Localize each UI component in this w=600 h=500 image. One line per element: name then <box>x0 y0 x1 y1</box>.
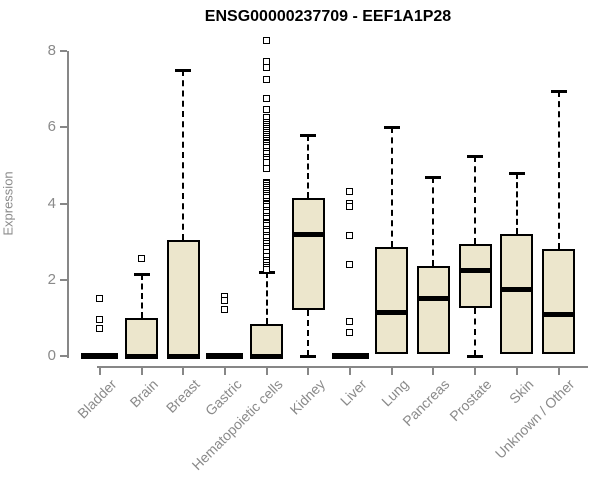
outlier-point <box>262 106 270 114</box>
outlier-point <box>262 94 270 102</box>
outlier-point <box>262 75 270 83</box>
upper-whisker-cap <box>383 126 400 130</box>
median-line <box>250 353 284 359</box>
outlier-point <box>95 315 103 323</box>
upper-whisker-cap <box>175 69 192 73</box>
upper-whisker-cap <box>425 175 442 179</box>
outlier-point <box>220 296 228 304</box>
outlier-point <box>346 188 353 196</box>
x-tick-label: Breast <box>162 376 203 416</box>
y-axis-tick <box>60 278 67 281</box>
x-axis-tick <box>265 368 268 375</box>
lower-whisker-cap <box>300 355 317 358</box>
boxplot-box <box>542 249 575 355</box>
x-axis-tick <box>223 368 226 375</box>
median-line <box>458 267 492 273</box>
upper-whisker <box>474 155 477 244</box>
upper-whisker <box>182 70 185 240</box>
x-tick-label: Liver <box>336 376 370 409</box>
boxplot-box <box>166 239 200 356</box>
median-line <box>166 353 200 359</box>
outlier-point <box>346 260 353 268</box>
boxplot-box <box>250 323 284 356</box>
x-axis-tick <box>98 368 101 375</box>
x-tick-label: Prostate <box>446 376 495 425</box>
upper-whisker-cap <box>467 154 484 158</box>
x-axis-tick <box>515 368 518 375</box>
x-axis-tick <box>140 368 143 375</box>
x-axis-tick <box>182 368 185 375</box>
median-line <box>542 311 575 317</box>
lower-whisker <box>474 308 477 356</box>
outlier-point <box>346 203 353 211</box>
upper-whisker <box>515 173 518 234</box>
lower-whisker-cap <box>467 355 484 358</box>
upper-whisker <box>390 127 393 248</box>
median-line <box>375 309 409 315</box>
outlier-point <box>137 254 145 262</box>
boxplot-box <box>416 266 450 355</box>
boxplot-box <box>500 234 534 355</box>
y-axis-tick <box>60 355 67 357</box>
chart-title: ENSG00000237709 - EEF1A1P28 <box>204 8 452 25</box>
boxplot-box <box>375 247 409 355</box>
boxplot-box <box>458 243 492 309</box>
upper-whisker <box>557 91 560 250</box>
upper-whisker-cap <box>508 172 525 175</box>
x-tick-label: Lung <box>377 376 412 410</box>
outlier-point <box>346 317 353 325</box>
x-tick-label: Kidney <box>286 376 328 418</box>
outlier-point <box>346 231 353 239</box>
outlier-point <box>262 266 270 274</box>
upper-whisker <box>265 272 268 324</box>
outlier-point <box>262 64 270 72</box>
x-axis-tick <box>307 368 310 375</box>
lower-whisker <box>307 310 310 356</box>
x-axis-tick <box>432 368 435 375</box>
upper-whisker-cap <box>133 273 150 277</box>
x-axis-tick <box>557 368 560 375</box>
boxplot-box <box>291 197 325 311</box>
x-axis-tick <box>390 368 393 375</box>
x-axis-tick <box>474 368 477 375</box>
median-line <box>416 296 450 302</box>
x-axis-line <box>97 366 588 368</box>
boxplot-collapsed-bar <box>81 353 119 359</box>
y-axis-line <box>67 51 69 358</box>
upper-whisker <box>307 134 310 198</box>
median-line <box>500 286 534 292</box>
y-axis-tick <box>60 202 67 205</box>
y-tick-label: 8 <box>47 42 56 59</box>
upper-whisker-cap <box>300 133 317 137</box>
y-axis-tick <box>60 50 67 52</box>
y-tick-label: 4 <box>47 194 56 212</box>
median-line <box>291 231 325 237</box>
boxplot-collapsed-bar <box>331 353 369 359</box>
upper-whisker <box>432 176 435 267</box>
outlier-point <box>95 294 103 302</box>
x-axis-tick <box>349 368 351 375</box>
y-axis-tick <box>60 126 67 129</box>
boxplot-collapsed-bar <box>206 353 244 359</box>
y-tick-label: 2 <box>47 270 56 288</box>
x-tick-label: Skin <box>505 376 537 407</box>
median-line <box>125 353 158 359</box>
outlier-point <box>220 306 228 314</box>
y-tick-label: 0 <box>47 347 56 364</box>
x-tick-label: Bladder <box>73 376 120 422</box>
y-tick-label: 6 <box>47 118 56 136</box>
outlier-point <box>346 329 353 337</box>
upper-whisker-cap <box>550 90 567 94</box>
y-axis-label: Expression <box>0 171 16 236</box>
x-tick-label: Brain <box>126 376 161 411</box>
outlier-point <box>262 37 270 45</box>
outlier-point <box>262 165 270 173</box>
outlier-point <box>95 325 103 333</box>
upper-whisker <box>140 274 143 318</box>
boxplot-box <box>125 317 158 356</box>
